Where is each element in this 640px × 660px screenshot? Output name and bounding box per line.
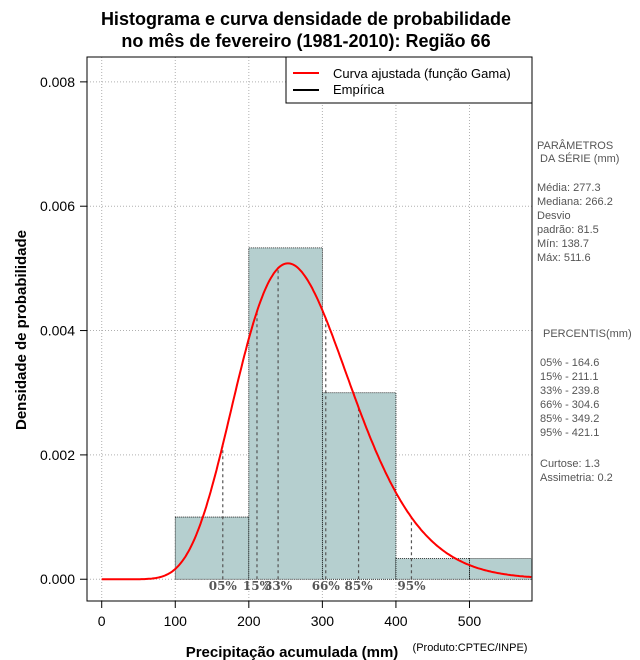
x-axis-title: Precipitação acumulada (mm) [186,644,399,660]
param-line: Mín: 138.7 [537,238,589,250]
x-tick-label: 300 [311,613,335,629]
y-tick-label: 0.006 [40,198,75,214]
histogram-bar [174,516,250,580]
x-tick-label: 100 [164,613,188,629]
param-line: Máx: 511.6 [537,252,591,264]
histogram-bars [174,247,532,580]
percentile-label: 95% [397,579,426,593]
y-tick-label: 0.004 [40,323,75,339]
histogram-bar [395,558,470,580]
percentil-line: 85% - 349.2 [540,413,599,425]
legend: Curva ajustada (função Gama) Empírica [285,56,533,104]
legend-box [285,56,533,104]
percentile-label: 85% [345,579,374,593]
x-tick-label: 200 [237,613,261,629]
fitted-curve [101,262,532,581]
param-line: Mediana: 266.2 [537,196,613,208]
credit-label: (Produto:CPTEC/INPE) [413,642,528,654]
param-line: padrão: 81.5 [537,224,599,236]
y-tick-label: 0.002 [40,447,75,463]
percentis-list: 05% - 164.6 15% - 211.1 33% - 239.8 66% - 3… [540,357,599,439]
histogram-bar [469,558,532,580]
percentil-line: 33% - 239.8 [540,385,599,397]
y-axis: 0.000 0.002 0.004 0.006 0.008 [40,74,88,587]
x-axis: 0 100 200 300 400 500 [98,600,482,629]
percentile-label: 66% [312,579,341,593]
x-tick-label: 0 [98,613,106,629]
percentile-labels: 05% 15%33% 66% 85% 95% [209,579,426,593]
stat-line: Assimetria: 0.2 [540,472,613,484]
legend-label-curve: Curva ajustada (função Gama) [333,66,511,81]
side-panel: PARÂMETROS DA SÉRIE (mm) Média: 277.3 Med… [537,139,632,484]
percentil-line: 95% - 421.1 [540,427,599,439]
y-tick-label: 0.000 [40,571,75,587]
stats-list: Curtose: 1.3 Assimetria: 0.2 [540,458,613,484]
x-tick-label: 500 [458,613,482,629]
params-title-2: DA SÉRIE (mm) [540,152,619,165]
stat-line: Curtose: 1.3 [540,458,600,470]
percentile-label: 05% [209,579,238,593]
y-tick-label: 0.008 [40,74,75,90]
fitted-curve-group [101,262,532,581]
percentil-line: 05% - 164.6 [540,357,599,369]
percentil-line: 15% - 211.1 [540,371,599,383]
x-tick-label: 400 [384,613,408,629]
params-title-1: PARÂMETROS [537,139,613,152]
legend-label-empirical: Empírica [333,82,385,97]
chart-title-line-1: Histograma e curva densidade de probabil… [101,9,511,29]
y-axis-title: Densidade de probabilidade [13,230,30,430]
param-line: Desvio [537,210,571,222]
param-line: Média: 277.3 [537,182,601,194]
chart-title-line-2: no mês de fevereiro (1981-2010): Região … [121,31,490,51]
params-list: Média: 277.3 Mediana: 266.2 Desvio padrão: … [537,182,613,264]
percentile-label: 33% [264,579,293,593]
percentis-title: PERCENTIS(mm) [543,328,632,340]
percentile-lines [222,268,413,580]
percentile-label: 15% [243,579,272,593]
percentil-line: 66% - 304.6 [540,399,599,411]
histogram-bar [248,247,323,580]
